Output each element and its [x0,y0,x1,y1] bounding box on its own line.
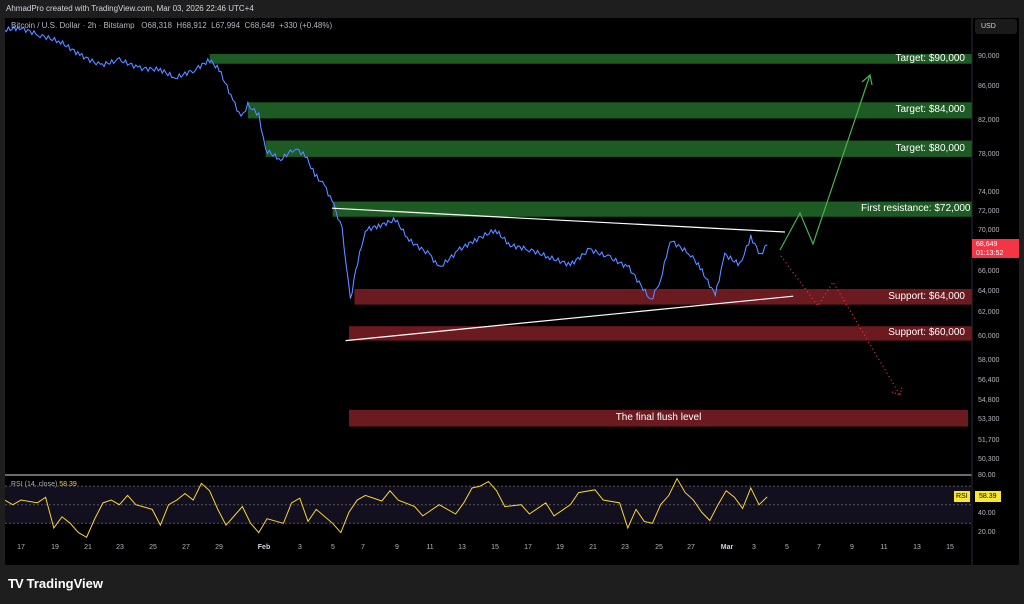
zone-up[interactable] [247,102,972,119]
price-line [5,25,768,300]
zone-up[interactable] [332,201,973,217]
chart-area[interactable]: Bitcoin / U.S. Dollar · 2h · Bitstamp O6… [5,18,1019,565]
zone-label: The final flush level [615,412,702,424]
zone-down[interactable] [349,326,972,341]
time-tick: Mar [720,544,734,551]
rsi-tick: 40.00 [978,510,996,517]
price-tick: 51,700 [978,437,1000,444]
time-tick: 3 [298,544,302,551]
rsi-line [5,477,768,538]
price-tick: 70,000 [978,227,1000,234]
zone-label: First resistance: $72,000 [861,203,971,215]
time-tick: 11 [880,544,888,551]
rsi-tick: 20.00 [978,529,996,536]
ohlc-low: L67,994 [211,21,241,30]
price-tick: 58,000 [978,357,1000,364]
price-tick: 53,300 [978,416,1000,423]
time-tick: 21 [589,544,597,551]
zone-down[interactable] [354,289,972,305]
time-tick: 13 [458,544,466,551]
time-tick: 13 [913,544,921,551]
tradingview-logo[interactable]: TV TradingView [8,576,103,591]
zone-label: Support: $64,000 [888,290,965,302]
time-tick: 23 [116,544,124,551]
time-tick: 27 [687,544,695,551]
rsi-legend-value: 58.39 [59,481,77,488]
ohlc-open: O68,318 [141,21,172,30]
time-tick: 17 [524,544,532,551]
price-tick: 66,000 [978,268,1000,275]
zone-label: Support: $60,000 [888,327,965,339]
chart-canvas[interactable] [5,18,1019,565]
current-price: 68,649 [976,241,998,248]
time-tick: 7 [817,544,821,551]
brand-name: TradingView [26,576,103,591]
price-tick: 82,000 [978,117,1000,124]
price-tick: 86,000 [978,83,1000,90]
time-tick: 9 [850,544,854,551]
time-tick: 19 [51,544,59,551]
price-tick: 54,800 [978,397,1000,404]
time-tick: 15 [491,544,499,551]
time-tick: 7 [361,544,365,551]
zone-label: Target: $84,000 [895,104,966,116]
price-wick-overlay [5,25,768,300]
time-tick: 17 [17,544,25,551]
time-tick: 15 [946,544,954,551]
header-credit: AhmadPro created with TradingView.com, M… [6,4,254,13]
zone-label: Target: $80,000 [895,142,966,154]
bearish-path-arrow[interactable] [780,255,901,396]
time-tick: 19 [556,544,564,551]
rsi-value-label: 58.39 [975,491,1001,502]
price-tick: 50,300 [978,456,1000,463]
price-tick: 60,000 [978,333,1000,340]
ohlc-high: H68,912 [176,21,207,30]
bullish-path-arrow[interactable] [779,74,871,251]
price-tick: 74,000 [978,189,1000,196]
rsi-tick: 80.00 [978,472,996,479]
rsi-badge: RSI [954,491,970,502]
header-bar: AhmadPro created with TradingView.com, M… [0,0,1024,18]
zone-down[interactable] [349,409,968,427]
time-tick: 9 [395,544,399,551]
time-tick: 29 [215,544,223,551]
time-tick: 25 [149,544,157,551]
price-tick: 78,000 [978,151,1000,158]
time-tick: 25 [655,544,663,551]
symbol-name: Bitcoin / U.S. Dollar · 2h · Bitstamp [11,21,135,30]
time-tick: 3 [752,544,756,551]
trendline[interactable] [331,207,785,233]
time-tick: 11 [426,544,434,551]
price-tick: 64,000 [978,288,1000,295]
bar-countdown: 01:13:52 [976,250,1004,257]
ohlc-close: C68,649 [244,21,275,30]
currency-button[interactable]: USD [975,19,1017,34]
tv-logo-icon: TV [8,576,24,591]
rsi-label: RSI (14, close) [11,481,58,488]
time-tick: 5 [331,544,335,551]
time-tick: 5 [785,544,789,551]
price-tick: 62,000 [978,309,1000,316]
current-price-label: 68,649 01:13:52 [972,239,1019,258]
arrow-head-icon [861,73,873,86]
rsi-legend: RSI (14, close) 58.39 [11,481,77,488]
time-tick: 21 [84,544,92,551]
time-tick: Feb [257,544,271,551]
zone-up[interactable] [209,54,973,64]
time-tick: 23 [621,544,629,551]
zone-up[interactable] [265,140,973,157]
ohlc-change: +330 (+0.48%) [279,21,333,30]
zone-label: Target: $90,000 [895,52,966,64]
time-tick: 27 [182,544,190,551]
price-tick: 72,000 [978,208,1000,215]
symbol-legend: Bitcoin / U.S. Dollar · 2h · Bitstamp O6… [11,21,332,30]
trendline[interactable] [345,295,794,342]
price-tick: 90,000 [978,53,1000,60]
price-tick: 56,400 [978,377,1000,384]
